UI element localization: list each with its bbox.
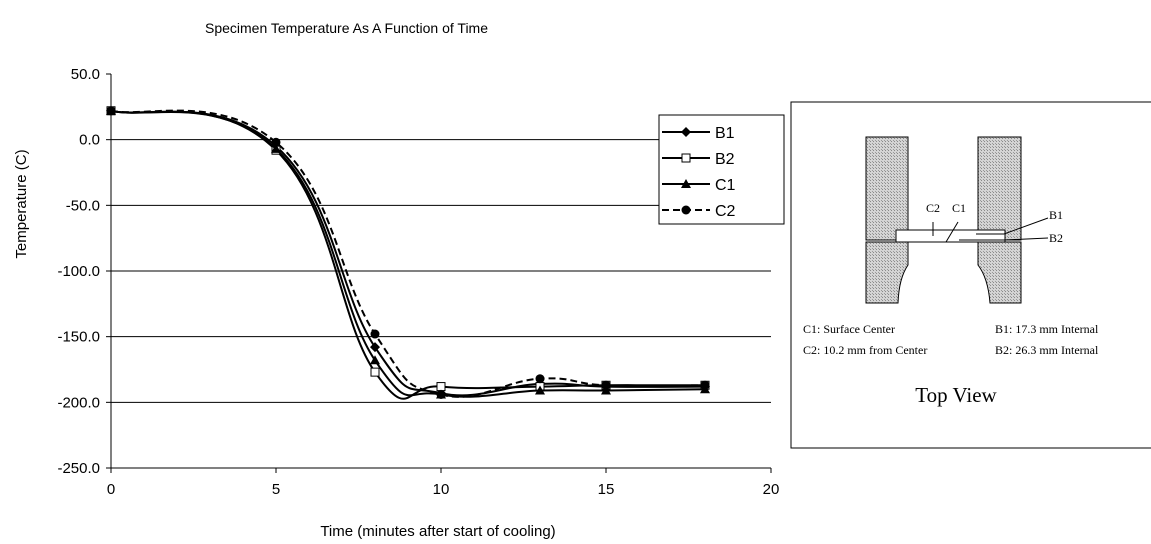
legend-b1-text: B1: 17.3 mm Internal: [995, 322, 1099, 336]
legend-box: [658, 114, 785, 225]
lower-left-grip: [865, 241, 909, 304]
data-point-b2: [370, 367, 380, 377]
series-c2: [106, 106, 710, 399]
diagram-label-c2: C2: [926, 201, 940, 215]
legend-b2-text: B2: 26.3 mm Internal: [995, 343, 1099, 357]
diagram-label-b2: B2: [1049, 231, 1063, 245]
legend-label-b1: B1: [715, 125, 735, 142]
y-axis-label: Temperature (C): [13, 149, 30, 258]
legend-c1-text: C1: Surface Center: [803, 322, 895, 336]
series-line-b2: [110, 109, 706, 400]
series-c1: [106, 105, 710, 399]
lower-right-grip: [977, 241, 1022, 304]
series-b2: [106, 106, 710, 400]
y-tick-label: -50.0: [66, 197, 100, 214]
data-point-c2: [535, 374, 545, 384]
legend-label-b2: B2: [715, 151, 735, 168]
data-point-c2: [370, 329, 380, 339]
data-point-c2: [601, 380, 611, 390]
x-tick-label: 10: [433, 481, 450, 498]
diagram-label-c1: C1: [952, 201, 966, 215]
c1-leader: [945, 221, 959, 243]
diagram-caption: Top View: [915, 383, 997, 407]
series-line-c1: [110, 109, 706, 398]
x-axis-label: Time (minutes after start of cooling): [320, 523, 555, 540]
diagram-label-b1: B1: [1049, 208, 1063, 222]
data-point-c1: [370, 355, 380, 365]
legend: B1 B2 C1 C2: [658, 114, 785, 225]
x-tick-label: 20: [763, 481, 780, 498]
axes: 50.0 0.0 -50.0 -100.0 -150.0 -200.0 -250.0 0 5 10…: [57, 66, 779, 498]
x-tick-label: 15: [598, 481, 615, 498]
data-point-c1: [535, 385, 545, 395]
upper-right-grip: [977, 136, 1022, 241]
chart-title: Specimen Temperature As A Function of Ti…: [205, 20, 489, 36]
legend-marker-c2: [681, 205, 691, 215]
legend-marker-b1: [681, 127, 691, 137]
legend-label-c1: C1: [715, 177, 736, 194]
data-point-c2: [700, 380, 710, 390]
data-point-c1: [601, 385, 611, 395]
b2-leader: [1003, 237, 1049, 241]
legend-c2-text: C2: 10.2 mm from Center: [803, 343, 927, 357]
y-tick-label: 0.0: [79, 132, 100, 149]
series-group: [106, 105, 710, 400]
data-point-c2: [436, 389, 446, 399]
legend-marker-c1: [681, 179, 691, 188]
x-tick-label: 0: [107, 481, 115, 498]
data-point-c2: [271, 137, 281, 147]
y-tick-label: 50.0: [71, 66, 100, 83]
series-b1: [106, 105, 710, 399]
upper-left-grip: [865, 136, 909, 241]
y-tick-label: -100.0: [57, 263, 100, 280]
legend-marker-b2: [681, 153, 691, 163]
y-tick-label: -150.0: [57, 329, 100, 346]
y-tick-label: -200.0: [57, 394, 100, 411]
data-point-c2: [106, 106, 116, 116]
x-tick-label: 5: [272, 481, 280, 498]
series-line-b1: [110, 109, 706, 397]
top-view-diagram: C2 C1 B1 B2 C1: Surface Center C2: 10.2 …: [790, 101, 1151, 449]
data-point-c1: [271, 143, 281, 153]
b1-leader: [1003, 217, 1049, 235]
diagram-frame: [790, 101, 1151, 449]
series-line-c2: [110, 109, 706, 398]
data-point-b1: [370, 342, 380, 353]
y-tick-label: -250.0: [57, 460, 100, 477]
data-point-b2: [436, 382, 446, 392]
legend-label-c2: C2: [715, 203, 736, 220]
